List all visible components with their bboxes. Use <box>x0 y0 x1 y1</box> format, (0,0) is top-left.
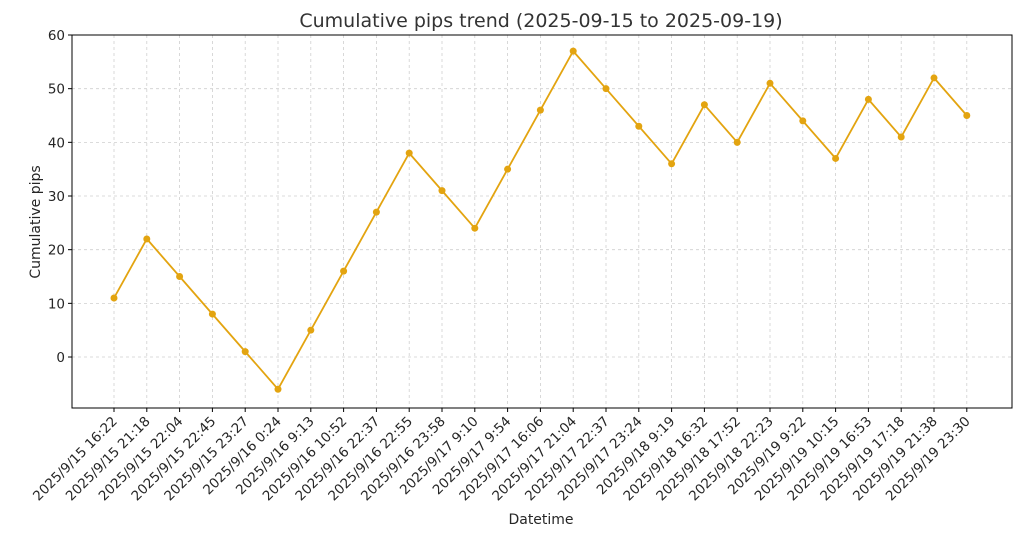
data-point <box>372 208 380 216</box>
grid <box>72 34 1012 408</box>
data-point <box>504 165 512 173</box>
plot-frame <box>71 34 1013 409</box>
y-tick-label: 50 <box>48 82 65 98</box>
data-point <box>405 149 413 157</box>
chart-title: Cumulative pips trend (2025-09-15 to 202… <box>299 10 782 32</box>
data-point <box>208 310 216 318</box>
y-tick-label: 10 <box>48 296 65 312</box>
data-point <box>340 267 348 275</box>
x-axis-label: Datetime <box>508 512 573 528</box>
data-point <box>438 187 446 195</box>
data-point <box>569 47 577 55</box>
data-point <box>930 74 938 82</box>
data-point <box>471 224 479 232</box>
y-tick-label: 30 <box>48 189 65 205</box>
data-point <box>766 79 774 87</box>
y-axis-label: Cumulative pips <box>28 165 44 278</box>
y-tick-label: 20 <box>48 243 65 259</box>
data-point <box>700 101 708 109</box>
data-point <box>733 138 741 146</box>
data-point <box>536 106 544 114</box>
data-point <box>635 122 643 130</box>
data-point <box>832 154 840 162</box>
data-point <box>143 235 151 243</box>
data-point <box>897 133 905 141</box>
data-point <box>241 348 249 356</box>
y-tick-label: 40 <box>48 135 65 151</box>
data-point <box>963 112 971 120</box>
data-point <box>668 160 676 168</box>
data-point <box>799 117 807 125</box>
data-point <box>307 326 315 334</box>
data-point <box>110 294 118 302</box>
data-point <box>176 273 184 281</box>
y-tick-label: 0 <box>56 350 65 366</box>
y-tick-label: 60 <box>48 28 65 44</box>
series-cumulative-pips <box>110 47 971 393</box>
data-point <box>602 85 610 93</box>
data-point <box>864 95 872 103</box>
data-point <box>274 385 282 393</box>
